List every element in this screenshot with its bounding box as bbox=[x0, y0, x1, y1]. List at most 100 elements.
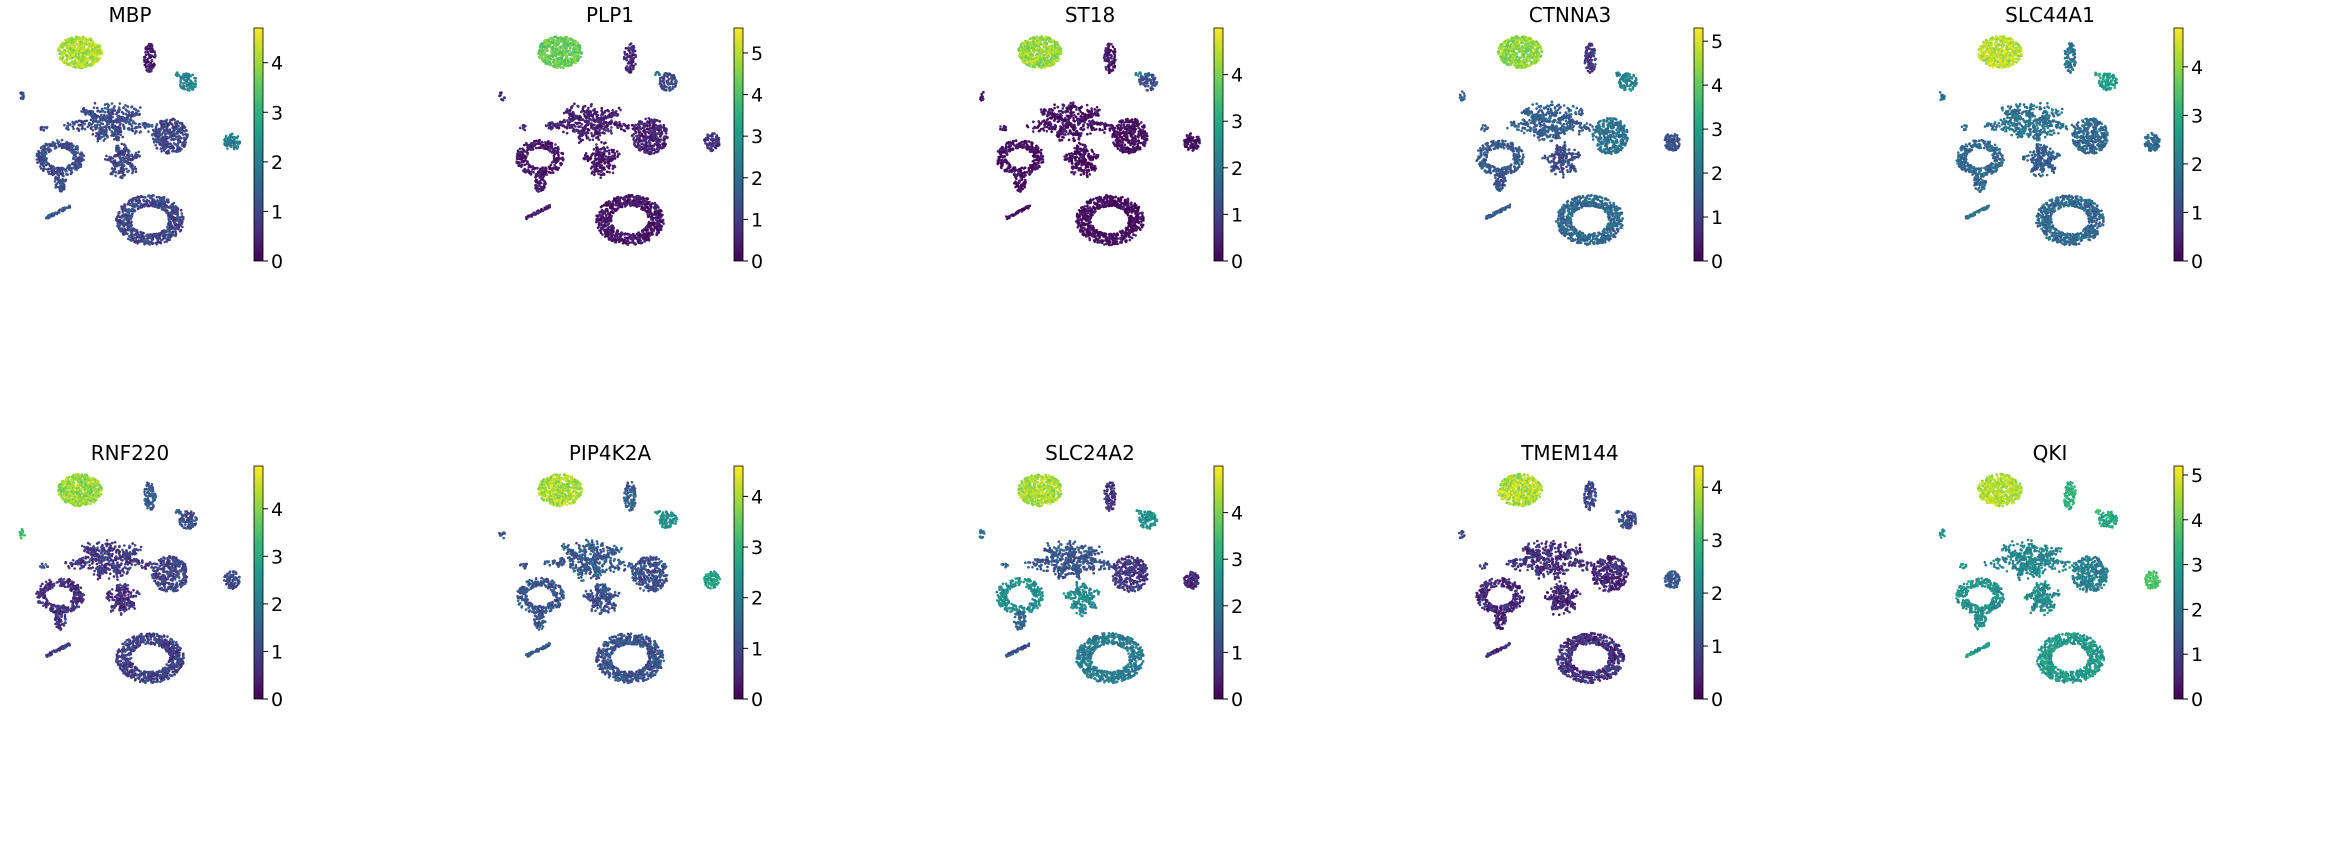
scatter-point bbox=[96, 107, 99, 110]
umap-panels-svg: MBP01234PLP1012345ST1801234CTNNA3012345S… bbox=[0, 0, 2344, 854]
scatter-point bbox=[83, 107, 86, 110]
scatter-point bbox=[62, 54, 65, 57]
scatter-point bbox=[153, 62, 156, 65]
cluster-tiny-green-cluster bbox=[175, 71, 181, 77]
scatter-point bbox=[123, 128, 126, 131]
scatter-point bbox=[98, 54, 101, 57]
scatter-point bbox=[131, 125, 134, 128]
cluster-top-left-cluster bbox=[57, 35, 103, 69]
scatter-point bbox=[126, 114, 129, 117]
scatter-point bbox=[63, 124, 66, 127]
scatter-point bbox=[92, 121, 95, 124]
scatter-point bbox=[78, 124, 81, 127]
scatter-point bbox=[77, 64, 80, 67]
scatter-point bbox=[126, 120, 129, 123]
scatter-point bbox=[84, 128, 87, 131]
scatter-points bbox=[19, 35, 241, 245]
scatter-point bbox=[104, 107, 107, 110]
scatter-point bbox=[84, 113, 87, 116]
scatter-point bbox=[93, 54, 96, 57]
scatter-point bbox=[87, 113, 90, 116]
scatter-point bbox=[22, 97, 25, 100]
scatter-point bbox=[179, 85, 182, 88]
scatter-point bbox=[69, 47, 72, 50]
scatter-point bbox=[63, 51, 66, 54]
scatter-point bbox=[187, 89, 190, 92]
scatter-point bbox=[67, 128, 70, 131]
scatter-point bbox=[88, 51, 91, 54]
scatter-point bbox=[186, 81, 189, 84]
scatter-point bbox=[96, 115, 99, 118]
scatter-point bbox=[104, 103, 107, 106]
scatter-point bbox=[46, 127, 49, 130]
scatter-point bbox=[137, 126, 140, 129]
scatter-point bbox=[104, 111, 107, 114]
scatter-point bbox=[104, 116, 107, 119]
scatter-point bbox=[74, 63, 77, 66]
scatter-point bbox=[97, 137, 100, 140]
scatter-point bbox=[124, 104, 127, 107]
scatter-point bbox=[148, 125, 151, 128]
scatter-point bbox=[110, 134, 113, 137]
scatter-point bbox=[83, 110, 86, 113]
scatter-point bbox=[95, 135, 98, 138]
scatter-point bbox=[111, 102, 114, 105]
scatter-point bbox=[87, 39, 90, 42]
scatter-point bbox=[131, 113, 134, 116]
scatter-point bbox=[111, 111, 114, 114]
scatter-point bbox=[122, 136, 125, 139]
scatter-point bbox=[104, 138, 107, 141]
cluster-small-right-blob bbox=[179, 72, 197, 91]
scatter-point bbox=[78, 130, 81, 133]
scatter-point bbox=[154, 55, 157, 58]
scatter-point bbox=[88, 43, 91, 46]
scatter-point bbox=[130, 106, 133, 109]
scatter-point bbox=[96, 124, 99, 127]
scatter-point bbox=[78, 50, 81, 53]
scatter-point bbox=[77, 43, 80, 46]
scatter-point bbox=[145, 48, 148, 51]
scatter-point bbox=[193, 77, 196, 80]
scatter-point bbox=[102, 119, 105, 122]
scatter-point bbox=[102, 135, 105, 138]
scatter-point bbox=[113, 107, 116, 110]
scatter-point bbox=[146, 61, 149, 64]
scatter-point bbox=[100, 53, 103, 56]
scatter-point bbox=[94, 58, 97, 61]
scatter-point bbox=[82, 62, 85, 65]
scatter-point bbox=[131, 127, 134, 130]
scatter-point bbox=[149, 56, 152, 59]
scatter-point bbox=[67, 38, 70, 41]
scatter-point bbox=[104, 119, 107, 122]
scatter-point bbox=[92, 129, 95, 132]
scatter-point bbox=[105, 125, 108, 128]
scatter-point bbox=[76, 56, 79, 59]
scatter-point bbox=[80, 110, 83, 113]
scatter-point bbox=[109, 114, 112, 117]
scatter-point bbox=[81, 38, 84, 41]
scatter-point bbox=[180, 81, 183, 84]
scatter-point bbox=[111, 123, 114, 126]
scatter-point bbox=[92, 46, 95, 49]
scatter-point bbox=[148, 43, 151, 46]
scatter-point bbox=[120, 134, 123, 137]
scatter-point bbox=[144, 64, 147, 67]
scatter-point bbox=[117, 126, 120, 129]
scatter-point bbox=[61, 46, 64, 49]
scatter-point bbox=[143, 58, 146, 61]
scatter-point bbox=[76, 36, 79, 39]
scatter-point bbox=[92, 112, 95, 115]
scatter-point bbox=[61, 57, 64, 60]
scatter-point bbox=[70, 41, 73, 44]
scatter-point bbox=[180, 77, 183, 80]
scatter-point bbox=[144, 51, 147, 54]
scatter-point bbox=[86, 61, 89, 64]
scatter-point bbox=[77, 61, 80, 64]
scatter-point bbox=[117, 139, 120, 142]
scatter-point bbox=[139, 131, 142, 134]
scatter-point bbox=[108, 118, 111, 121]
scatter-point bbox=[136, 113, 139, 116]
scatter-point bbox=[147, 51, 150, 54]
scatter-point bbox=[151, 125, 154, 128]
scatter-point bbox=[94, 102, 97, 105]
